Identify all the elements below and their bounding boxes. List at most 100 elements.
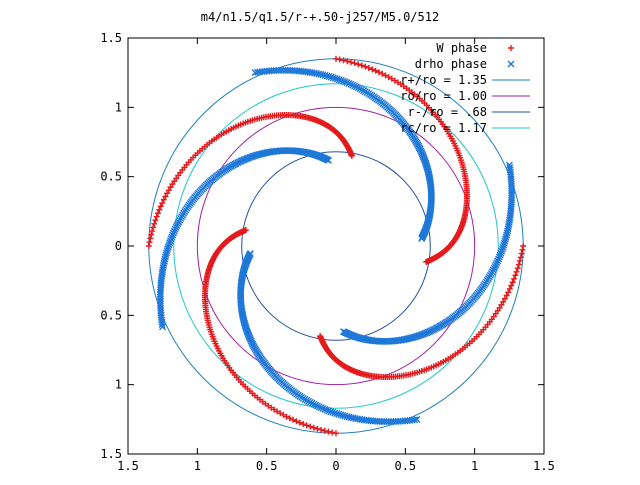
w-point bbox=[372, 67, 379, 74]
w-point bbox=[496, 304, 503, 311]
ytick-label: 0.5 bbox=[100, 170, 122, 184]
w-point bbox=[154, 210, 161, 217]
drho-point bbox=[321, 405, 329, 413]
drho-point bbox=[164, 243, 172, 251]
drho-point bbox=[329, 74, 337, 82]
xtick-label: 1.5 bbox=[117, 459, 139, 473]
drho-point bbox=[327, 408, 335, 416]
drho-point bbox=[506, 163, 514, 171]
drho-point bbox=[158, 321, 166, 329]
w-point bbox=[391, 77, 398, 84]
drho-point bbox=[317, 404, 325, 412]
drho-point bbox=[335, 410, 343, 418]
w-point bbox=[156, 206, 163, 213]
w-point bbox=[498, 301, 505, 308]
w-point bbox=[358, 62, 365, 69]
w-point bbox=[325, 428, 332, 435]
ytick-label: 0 bbox=[115, 239, 122, 253]
w-point bbox=[152, 217, 159, 224]
w-point bbox=[274, 408, 281, 415]
w-point bbox=[375, 69, 382, 76]
w-point bbox=[506, 285, 513, 292]
drho-point bbox=[327, 73, 335, 81]
drho-point bbox=[170, 227, 178, 235]
drho-point bbox=[498, 247, 506, 255]
drho-point bbox=[349, 81, 357, 89]
w-point bbox=[365, 64, 372, 71]
w-point bbox=[517, 254, 524, 261]
w-point bbox=[150, 224, 157, 231]
drho-point bbox=[345, 79, 353, 87]
w-point bbox=[351, 60, 358, 67]
w-point bbox=[318, 426, 325, 433]
drho-point bbox=[335, 76, 343, 84]
w-point bbox=[344, 58, 351, 65]
drho-point bbox=[165, 241, 173, 249]
ytick-label: 1.5 bbox=[100, 31, 122, 45]
w-point bbox=[307, 423, 314, 430]
w-point bbox=[385, 74, 392, 81]
drho-point bbox=[323, 406, 331, 414]
drho-point bbox=[315, 403, 323, 411]
w-point bbox=[514, 265, 521, 272]
drho-point bbox=[251, 69, 259, 77]
w-point bbox=[362, 63, 369, 70]
drho-point bbox=[159, 323, 167, 331]
axis-ticks: 1.5 1 0.5 0 0.5 1 1.51.510.500.511.5 bbox=[100, 31, 555, 473]
circle-3 bbox=[173, 83, 499, 409]
ytick-label: 1.5 bbox=[100, 447, 122, 461]
circle-2 bbox=[241, 151, 431, 341]
legend-label-series: W phase bbox=[436, 41, 487, 55]
w-point bbox=[296, 419, 303, 426]
w-point bbox=[340, 57, 347, 64]
drho-point bbox=[167, 235, 175, 243]
drho-point bbox=[497, 249, 505, 257]
w-point bbox=[310, 424, 317, 431]
xtick-label: 1.5 bbox=[533, 459, 555, 473]
legend-label-circle: r-/ro = .68 bbox=[408, 105, 487, 119]
drho-point bbox=[493, 259, 501, 267]
w-point bbox=[388, 75, 395, 82]
w-point bbox=[283, 413, 290, 420]
drho-point bbox=[331, 409, 339, 417]
w-point bbox=[394, 79, 401, 86]
legend: W phase drho phase r+/ro = 1.35 ro/ro = 1.0… bbox=[400, 41, 530, 135]
drho-point bbox=[319, 405, 327, 413]
w-point bbox=[333, 55, 339, 62]
w-point bbox=[500, 298, 507, 305]
w-point bbox=[151, 220, 158, 227]
w-point bbox=[329, 429, 336, 436]
drho-point bbox=[413, 415, 421, 423]
drho-phase-series bbox=[156, 66, 516, 426]
drho-point bbox=[325, 407, 333, 415]
drho-point bbox=[333, 410, 341, 418]
drho-point bbox=[495, 255, 503, 263]
w-point bbox=[314, 425, 321, 432]
w-point bbox=[290, 416, 297, 423]
drho-point bbox=[501, 237, 509, 245]
drho-point bbox=[253, 68, 261, 76]
w-point bbox=[519, 246, 526, 253]
w-point bbox=[518, 250, 525, 257]
legend-marker-drho bbox=[507, 60, 515, 68]
w-point bbox=[277, 410, 284, 417]
w-point bbox=[369, 66, 376, 73]
w-point bbox=[169, 181, 176, 188]
drho-point bbox=[169, 229, 177, 237]
w-point bbox=[280, 411, 287, 418]
legend-label-circle: r+/ro = 1.35 bbox=[400, 73, 487, 87]
drho-point bbox=[166, 237, 174, 245]
drho-point bbox=[164, 245, 172, 253]
w-point bbox=[520, 243, 527, 249]
drho-point bbox=[333, 75, 341, 83]
w-point bbox=[303, 422, 310, 429]
w-point bbox=[501, 295, 508, 302]
w-point bbox=[153, 213, 160, 220]
legend-label-circle: rc/ro = 1.17 bbox=[400, 121, 487, 135]
ytick-label: 1 bbox=[115, 100, 122, 114]
drho-point bbox=[411, 416, 419, 424]
w-point bbox=[505, 289, 512, 296]
w-point bbox=[516, 257, 523, 264]
w-point bbox=[347, 59, 354, 66]
xtick-label: 0.5 bbox=[256, 459, 278, 473]
